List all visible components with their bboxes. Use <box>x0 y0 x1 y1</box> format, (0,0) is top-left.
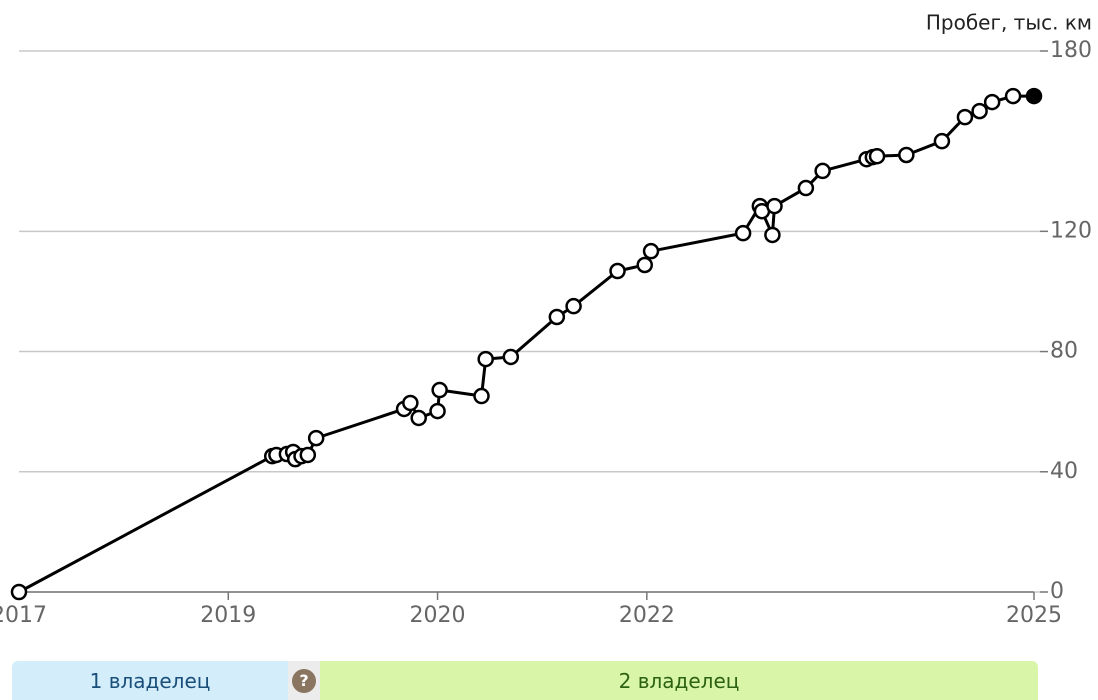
data-point <box>956 108 974 126</box>
question-icon: ? <box>292 668 316 693</box>
owners-bar: 1 владелец ? 2 владелец <box>12 661 1038 700</box>
x-tick-label: 2020 <box>410 603 466 628</box>
owner-2: 2 владелец <box>320 661 1038 700</box>
data-point <box>609 262 626 280</box>
data-point <box>548 308 566 326</box>
data-point <box>971 102 988 120</box>
owner-1: 1 владелец <box>12 661 288 700</box>
data-point <box>299 446 317 464</box>
y-tick-label: 120 <box>1050 218 1092 243</box>
data-point <box>502 348 520 366</box>
data-point <box>636 256 653 274</box>
y-tick-label: 0 <box>1050 579 1064 604</box>
data-point <box>10 583 28 601</box>
data-point <box>734 224 752 242</box>
x-tick-label: 2019 <box>200 603 256 628</box>
data-point <box>1025 87 1043 105</box>
y-tick-label: 80 <box>1050 339 1078 364</box>
data-point <box>898 146 915 164</box>
data-point <box>473 387 490 405</box>
data-point <box>642 242 660 260</box>
owner-unknown: ? <box>288 661 320 700</box>
chart: Пробег, тыс. км 0 40 80 120 180 2017 2019 2020 2… <box>0 11 1092 629</box>
data-point <box>410 409 427 427</box>
data-point <box>402 394 419 412</box>
data-point <box>431 381 448 399</box>
y-tick-label: 180 <box>1050 38 1092 63</box>
y-tick-label: 40 <box>1050 459 1078 484</box>
data-point <box>983 93 1001 111</box>
data-point <box>1004 87 1022 105</box>
mileage-line <box>18 94 1034 594</box>
data-point <box>764 226 781 244</box>
data-point <box>307 429 325 447</box>
data-point <box>797 179 815 197</box>
data-point <box>868 147 886 165</box>
y-axis-label: Пробег, тыс. км <box>926 11 1092 35</box>
x-tick-label: 2022 <box>619 603 675 628</box>
x-tick-label: 2017 <box>0 603 47 628</box>
data-point <box>814 162 831 180</box>
x-tick-label: 2025 <box>1006 603 1062 628</box>
data-point <box>429 402 446 420</box>
data-point <box>766 197 783 215</box>
data-point <box>933 132 951 150</box>
data-point <box>477 350 494 368</box>
data-point <box>565 297 582 315</box>
